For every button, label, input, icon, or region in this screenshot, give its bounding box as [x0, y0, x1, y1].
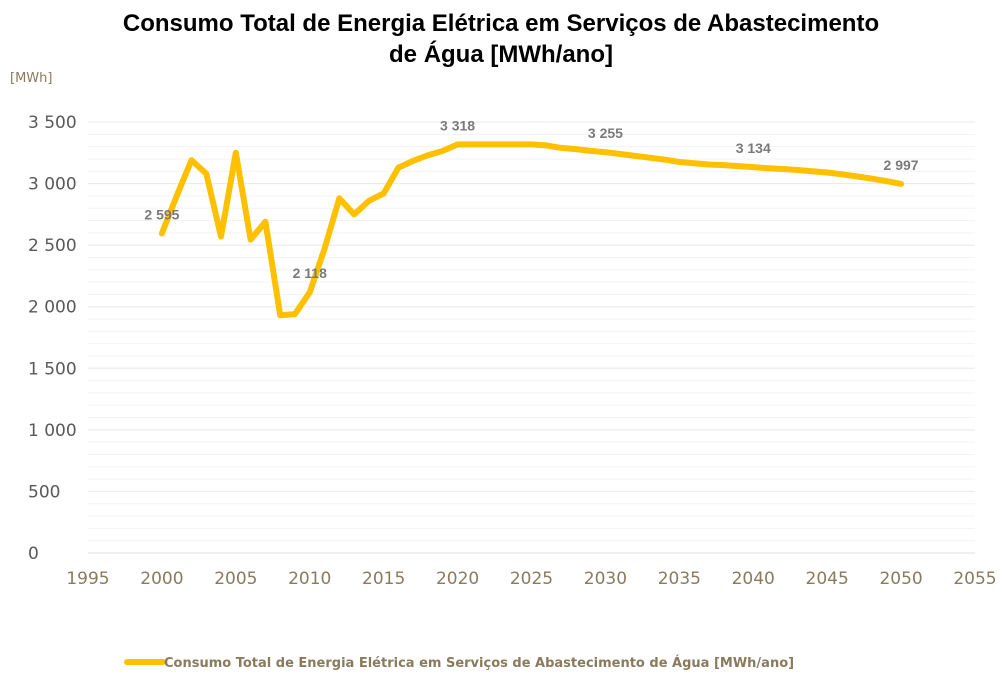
- x-tick-label: 2020: [436, 569, 479, 589]
- chart-title-line-1: Consumo Total de Energia Elétrica em Ser…: [123, 10, 879, 37]
- x-tick-label: 2025: [510, 569, 553, 589]
- x-tick-label: 2030: [584, 569, 627, 589]
- x-tick-label: 2005: [214, 569, 257, 589]
- gridlines: [88, 121, 975, 554]
- x-tick-label: 2045: [806, 569, 849, 589]
- x-tick-label: 2000: [140, 569, 183, 589]
- x-tick-label: 2035: [658, 569, 701, 589]
- data-label: 2 595: [144, 206, 179, 222]
- series-layer: [158, 141, 905, 319]
- x-tick-label: 2040: [732, 569, 775, 589]
- x-tick-label: 2015: [362, 569, 405, 589]
- y-tick-label: 3 000: [28, 175, 77, 195]
- y-tick-label: 2 000: [28, 298, 77, 318]
- x-tick-label: 2010: [288, 569, 331, 589]
- data-label: 2 118: [293, 265, 327, 281]
- y-tick-label: 500: [28, 482, 60, 502]
- data-label: 3 255: [588, 125, 623, 141]
- y-axis-unit-label: [MWh]: [10, 71, 52, 86]
- y-tick-label: 1 000: [28, 421, 77, 441]
- data-labels: 2 595 2 118 3 318 3 255 3 134 2 997: [144, 117, 918, 281]
- data-label: 3 318: [440, 117, 475, 133]
- legend: Consumo Total de Energia Elétrica em Ser…: [124, 655, 794, 671]
- y-tick-label: 3 500: [28, 113, 77, 133]
- x-tick-label: 2050: [879, 569, 922, 589]
- series-line: [158, 141, 905, 319]
- y-tick-label: 1 500: [28, 359, 77, 379]
- x-tick-label: 1995: [66, 569, 109, 589]
- x-tick-label: 2055: [953, 569, 996, 589]
- x-axis-tick-labels: 1995 2000 2005 2010 2015 2020 2025 2030 2035 2040…: [66, 569, 996, 589]
- chart-title-line-2: de Água [MWh/ano]: [389, 40, 613, 68]
- data-label: 3 134: [736, 140, 771, 156]
- y-tick-label: 2 500: [28, 236, 77, 256]
- legend-label: Consumo Total de Energia Elétrica em Ser…: [164, 655, 794, 671]
- y-tick-label: 0: [28, 544, 39, 564]
- y-axis-tick-labels: 0 500 1 000 1 500 2 000 2 500 3 000 3 500: [28, 113, 77, 564]
- data-label: 2 997: [884, 157, 919, 173]
